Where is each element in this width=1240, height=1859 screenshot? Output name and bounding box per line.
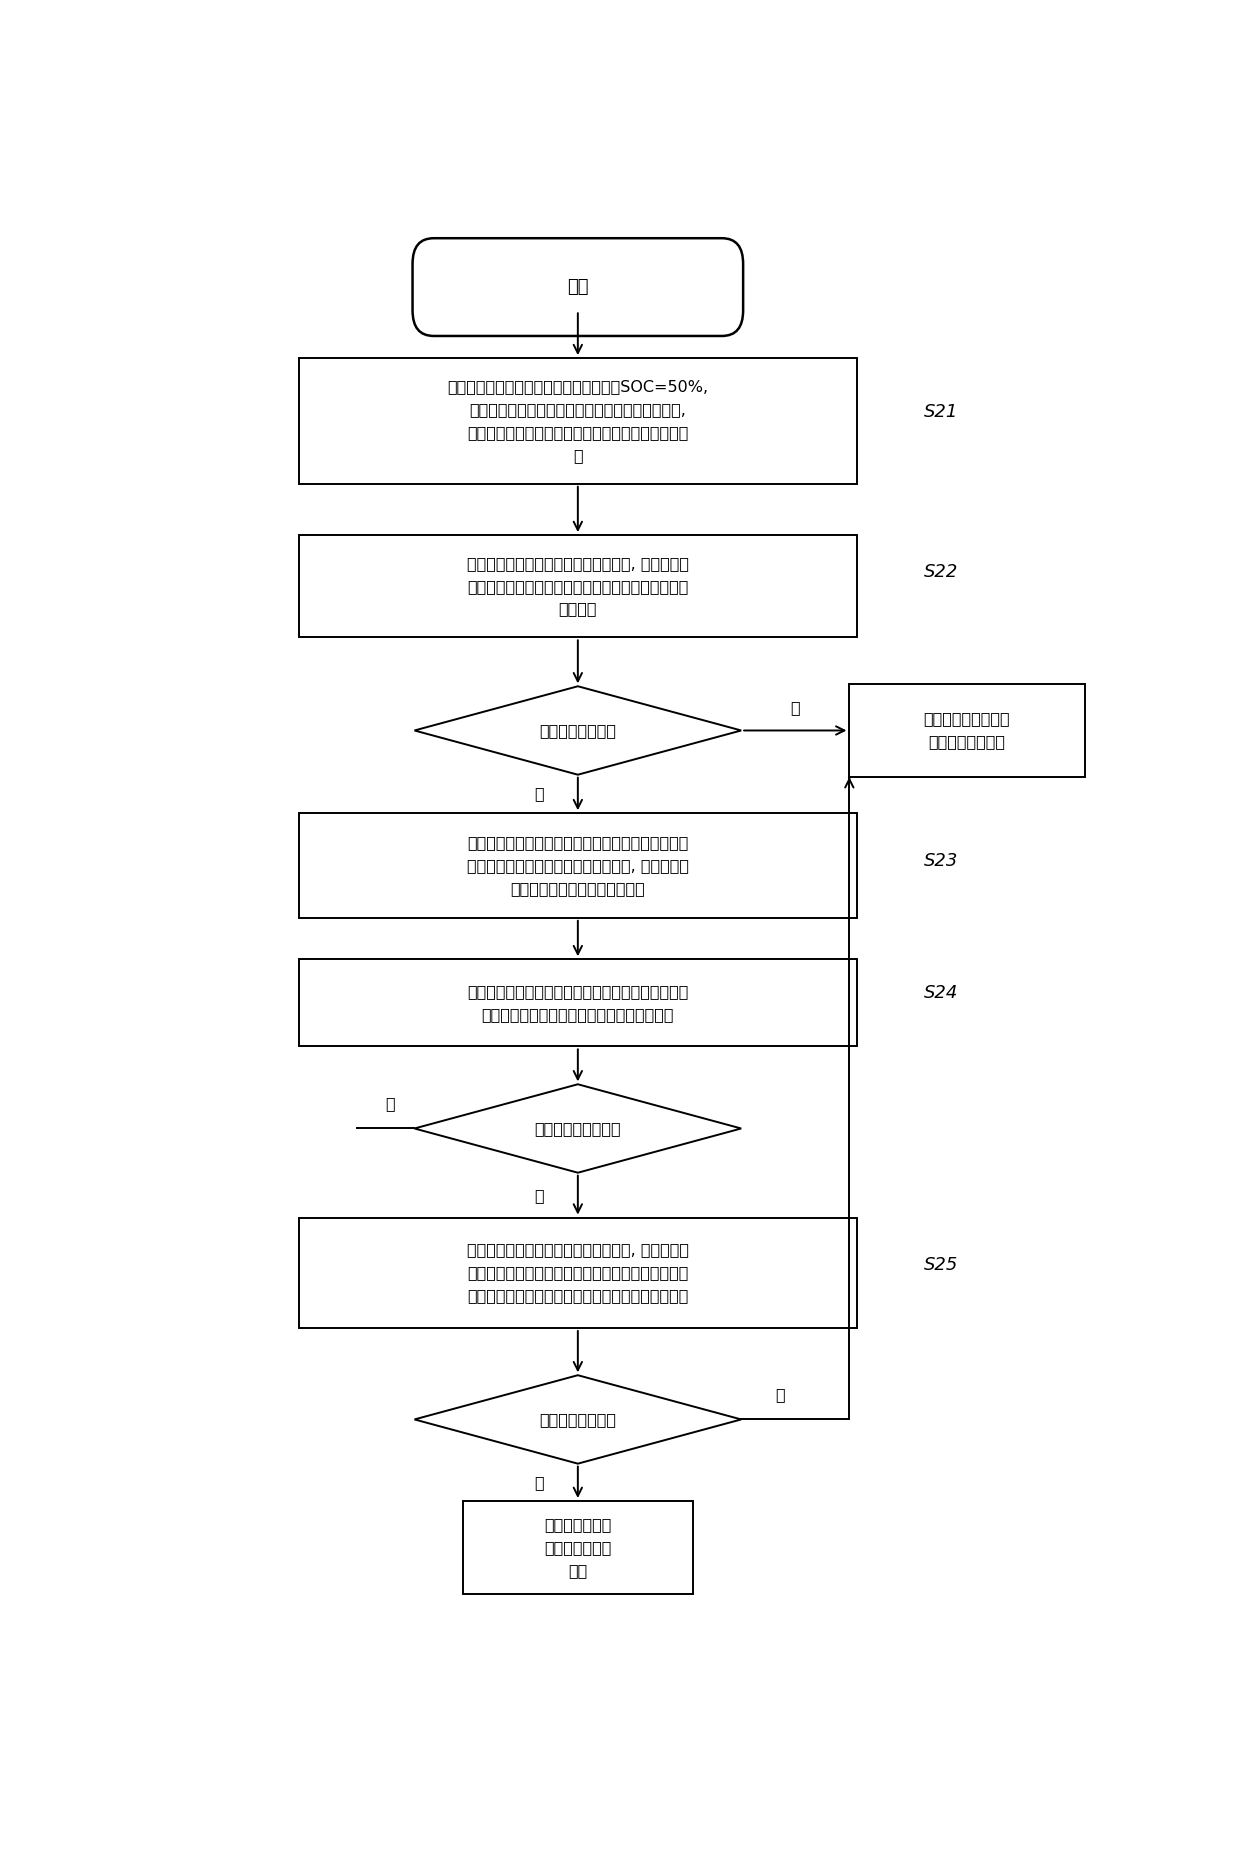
Text: S24: S24: [924, 985, 959, 1002]
Text: 是: 是: [534, 786, 544, 801]
Text: 是否在第二置信度内: 是否在第二置信度内: [534, 1121, 621, 1136]
Polygon shape: [414, 1376, 742, 1463]
Bar: [463, 1500, 693, 1593]
Bar: [299, 959, 857, 1047]
Text: 否: 否: [790, 701, 800, 716]
Text: 设定交流内阻相对误差在所述第三阈值内的单体电池
的交流内阻相对误差服从第二正态分布, 并为所述第
二正态分布设置一个第二置信度: 设定交流内阻相对误差在所述第三阈值内的单体电池 的交流内阻相对误差服从第二正态分…: [466, 835, 689, 896]
FancyBboxPatch shape: [413, 238, 743, 336]
Text: 为交流内阻相对误差设置一个第四阈值, 并判断交流
内阻相对误差在所述第三阈值内且在第二置信度外的
单体电池的交流内阻相对误差是否在所述第四阈值内: 为交流内阻相对误差设置一个第四阈值, 并判断交流 内阻相对误差在所述第三阈值内且…: [466, 1242, 689, 1303]
Text: 判断交流内阻相对误差在所述第三阈值内的单体电池
的交流内阻相对误差是否在所述第二置信度内: 判断交流内阻相对误差在所述第三阈值内的单体电池 的交流内阻相对误差是否在所述第二…: [467, 983, 688, 1022]
Text: 确定为内阻一致
的单体电池，并
保留: 确定为内阻一致 的单体电池，并 保留: [544, 1517, 611, 1578]
Bar: [299, 359, 857, 483]
Text: 确定为内阻不一致的
单体电池，并剔除: 确定为内阻不一致的 单体电池，并剔除: [924, 712, 1011, 749]
Text: 是: 是: [386, 1097, 396, 1112]
Text: S22: S22: [924, 563, 959, 582]
Text: 将容量一致的单体电池的电荷状态调整为SOC=50%,
并分别测量每一个容量一致的单体电池的交流内阻,
且计算每一个容量一致的单体电池的交流内阻相对误
差: 将容量一致的单体电池的电荷状态调整为SOC=50%, 并分别测量每一个容量一致的…: [448, 379, 708, 463]
Text: S25: S25: [924, 1255, 959, 1273]
Bar: [299, 1218, 857, 1327]
Text: 否: 否: [534, 1188, 544, 1203]
Polygon shape: [414, 1084, 742, 1173]
Text: 是: 是: [534, 1474, 544, 1489]
Text: 是否在第三阈值内: 是否在第三阈值内: [539, 723, 616, 738]
Text: 开始: 开始: [567, 279, 589, 296]
Text: 否: 否: [775, 1387, 785, 1402]
Polygon shape: [414, 686, 742, 775]
Bar: [849, 684, 1085, 777]
Bar: [299, 535, 857, 638]
Bar: [299, 812, 857, 918]
Text: S21: S21: [924, 403, 959, 420]
Text: S23: S23: [924, 851, 959, 870]
Text: 为交流内阻相对误差设置一个第三阈值, 并判断每一
个容量一致的单体电池的交流内阻误差是否在所述第
三阈值内: 为交流内阻相对误差设置一个第三阈值, 并判断每一 个容量一致的单体电池的交流内阻…: [466, 556, 689, 617]
Text: 是否在第四阈值内: 是否在第四阈值内: [539, 1413, 616, 1428]
